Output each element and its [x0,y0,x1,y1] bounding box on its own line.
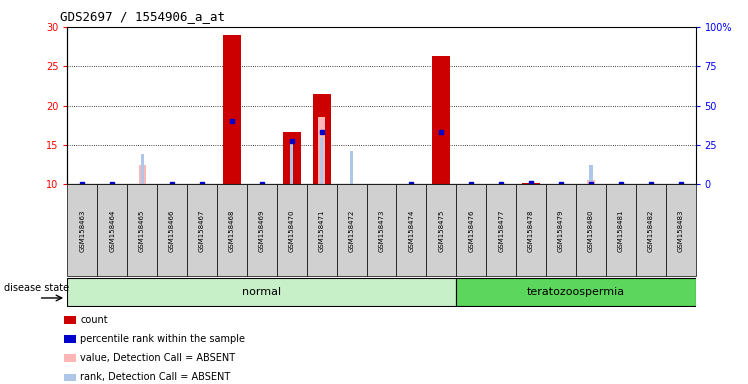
Text: GSM158481: GSM158481 [618,209,624,252]
Text: count: count [80,315,108,325]
Bar [141,154,144,184]
Text: GSM158467: GSM158467 [199,209,205,252]
Bar [456,278,696,306]
Bar [307,184,337,276]
Bar [432,56,450,184]
Bar [283,132,301,184]
Bar [138,165,146,184]
Bar [223,35,241,184]
Bar [486,184,516,276]
Bar [337,184,367,276]
Bar [456,184,486,276]
Text: GSM158464: GSM158464 [109,209,115,252]
Bar [516,184,546,276]
Bar [606,184,636,276]
Bar [67,184,97,276]
Bar [589,165,592,184]
Bar [64,354,76,362]
Text: GSM158477: GSM158477 [498,209,504,252]
Text: GSM158466: GSM158466 [169,209,175,252]
Bar [396,184,426,276]
Bar [636,184,666,276]
Text: GSM158474: GSM158474 [408,209,414,252]
Text: GSM158479: GSM158479 [558,209,564,252]
Text: GSM158468: GSM158468 [229,209,235,252]
Text: GDS2697 / 1554906_a_at: GDS2697 / 1554906_a_at [60,10,225,23]
Bar [217,184,247,276]
Bar [546,184,576,276]
Text: rank, Detection Call = ABSENT: rank, Detection Call = ABSENT [80,372,230,382]
Bar [64,374,76,381]
Bar [64,335,76,343]
Bar [350,151,353,184]
Text: GSM158471: GSM158471 [319,209,325,252]
Bar [157,184,187,276]
Bar [247,184,277,276]
Bar [277,184,307,276]
Bar [127,184,157,276]
Text: GSM158475: GSM158475 [438,209,444,252]
Bar [666,184,696,276]
Text: GSM158483: GSM158483 [678,209,684,252]
Text: value, Detection Call = ABSENT: value, Detection Call = ABSENT [80,353,235,363]
Text: GSM158476: GSM158476 [468,209,474,252]
Bar [320,137,323,184]
Bar [318,118,325,184]
Text: GSM158465: GSM158465 [139,209,145,252]
Text: GSM158478: GSM158478 [528,209,534,252]
Text: GSM158482: GSM158482 [648,209,654,252]
Text: GSM158472: GSM158472 [349,209,355,252]
Text: GSM158473: GSM158473 [378,209,384,252]
Bar [64,316,76,324]
Bar [522,183,540,184]
Text: GSM158469: GSM158469 [259,209,265,252]
Text: GSM158480: GSM158480 [588,209,594,252]
Text: GSM158463: GSM158463 [79,209,85,252]
Bar [313,94,331,184]
Bar [290,141,293,184]
Bar [367,184,396,276]
Bar [97,184,127,276]
Text: disease state: disease state [4,283,69,293]
Bar [576,184,606,276]
Bar [67,278,456,306]
Bar [187,184,217,276]
Text: GSM158470: GSM158470 [289,209,295,252]
Text: teratozoospermia: teratozoospermia [527,287,625,297]
Text: normal: normal [242,287,281,297]
Bar [587,180,595,184]
Text: percentile rank within the sample: percentile rank within the sample [80,334,245,344]
Bar [426,184,456,276]
